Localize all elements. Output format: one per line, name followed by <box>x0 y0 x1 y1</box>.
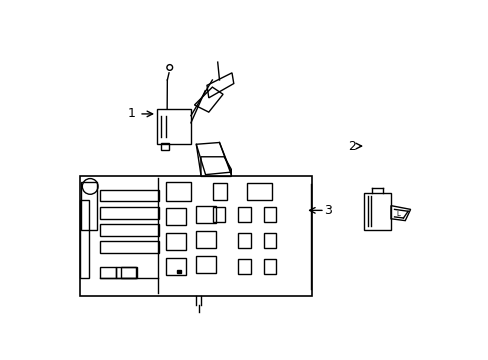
Bar <box>100 224 159 236</box>
Bar <box>196 231 216 248</box>
Bar <box>166 257 185 275</box>
Text: 2: 2 <box>347 140 355 153</box>
Bar <box>80 201 89 278</box>
Bar <box>80 176 312 296</box>
Bar <box>247 183 272 200</box>
Bar <box>157 109 190 144</box>
Bar <box>166 182 191 202</box>
Bar <box>166 207 185 225</box>
Bar <box>263 233 276 248</box>
Bar <box>263 207 276 222</box>
Bar <box>100 267 116 278</box>
Bar <box>196 206 216 223</box>
Bar <box>160 143 169 150</box>
Bar <box>116 267 136 278</box>
Bar <box>364 193 390 230</box>
Bar <box>166 233 185 249</box>
Bar <box>100 207 159 219</box>
Bar <box>196 256 216 273</box>
Bar <box>238 233 250 248</box>
Bar <box>238 258 250 274</box>
Bar <box>81 183 97 230</box>
Bar <box>212 207 224 222</box>
Bar <box>100 190 159 202</box>
Bar <box>238 207 250 222</box>
Text: 1: 1 <box>128 107 136 120</box>
Bar <box>121 267 137 278</box>
Bar <box>176 270 181 273</box>
Bar <box>263 258 276 274</box>
Text: 3: 3 <box>324 204 332 217</box>
Bar <box>212 183 226 200</box>
Bar <box>100 242 159 253</box>
Text: L: L <box>395 211 399 217</box>
